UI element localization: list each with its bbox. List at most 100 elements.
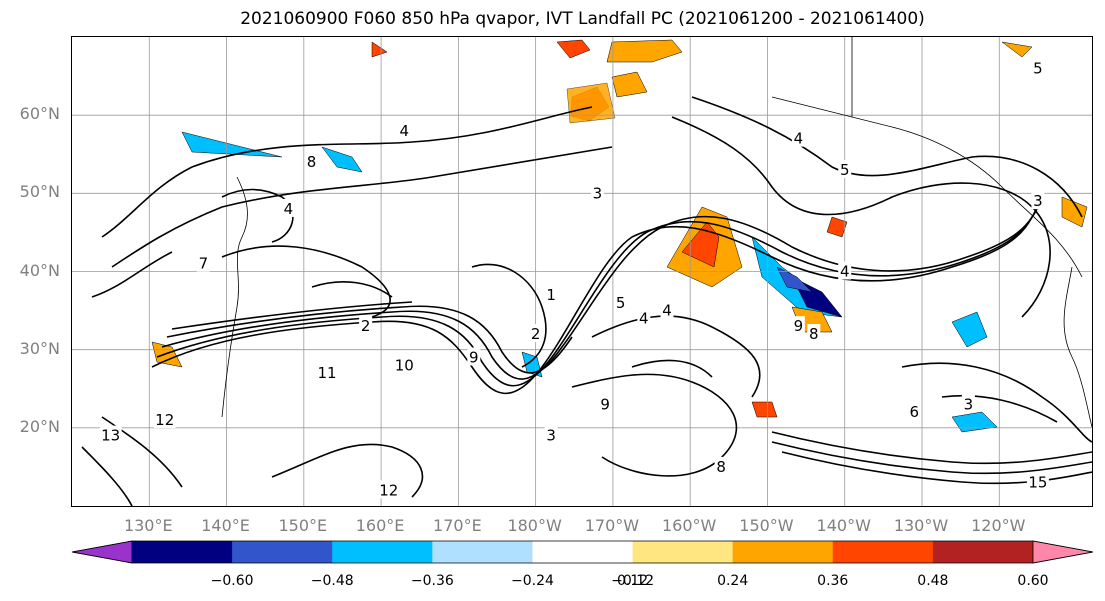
- contour-label: 15: [1028, 474, 1047, 492]
- colorbar-tick-label: 0.36: [817, 573, 849, 589]
- colorbar-tick-label: −0.12: [611, 573, 654, 589]
- contour-label: 9: [469, 348, 479, 366]
- contour-label: 1: [546, 286, 556, 304]
- colorbar-tick-label: 0.12: [616, 573, 649, 589]
- contour-label: 3: [1033, 192, 1043, 210]
- contour-label: 12: [379, 481, 398, 499]
- longitude-label: 150°W: [739, 516, 794, 535]
- contour-label: 5: [1033, 59, 1043, 77]
- contour-label-background: [397, 120, 411, 139]
- contour-label: 4: [399, 122, 409, 140]
- contour-label: 4: [840, 263, 850, 281]
- contour-label-background: [637, 308, 651, 327]
- colorbar-segment: [932, 541, 1034, 563]
- longitude-label: 130°W: [893, 516, 949, 535]
- colorbar-tick-label: 0.48: [917, 573, 949, 589]
- chart-title: 2021060900 F060 850 hPa qvapor, IVT Land…: [240, 9, 925, 29]
- contour-label-background: [807, 324, 821, 343]
- contour-label: 7: [199, 255, 209, 273]
- longitude-label: 130°E: [123, 516, 173, 535]
- longitude-label: 170°W: [584, 516, 640, 535]
- colorbar: [71, 540, 1094, 564]
- contour-label-background: [838, 159, 852, 178]
- contour-label: 8: [716, 458, 726, 476]
- contour-label-background: [196, 253, 210, 272]
- longitude-label: 180°W: [507, 516, 562, 535]
- contour-label-background: [791, 128, 805, 147]
- contour-label-background: [791, 316, 805, 335]
- contour-label-background: [961, 394, 975, 413]
- contour-label-background: [281, 198, 295, 217]
- contour-label-background: [316, 363, 338, 382]
- contour-label-background: [1026, 472, 1049, 491]
- latitude-label: 40°N: [19, 260, 60, 280]
- colorbar-segment: [732, 541, 834, 563]
- colorbar-segment: [432, 541, 533, 563]
- contour-layer: [81, 96, 1092, 506]
- contour-label-background: [544, 425, 558, 444]
- contour-label: 12: [155, 411, 174, 429]
- contour-label-background: [544, 284, 558, 303]
- colorbar-tick-label: −0.36: [410, 573, 454, 589]
- contour-label: 3: [546, 427, 556, 445]
- contour-label: 5: [840, 161, 850, 179]
- contour-label: 9: [600, 395, 610, 413]
- colorbar-outline: [71, 540, 1094, 564]
- contour-label: 5: [616, 294, 626, 312]
- contour-label: 2: [531, 325, 541, 343]
- contour-label-background: [838, 261, 852, 280]
- contour-label: 4: [639, 309, 649, 327]
- contour-label: 10: [395, 356, 414, 374]
- contour-label: 2: [361, 317, 371, 335]
- longitude-label: 140°W: [816, 516, 871, 535]
- contour-label-background: [99, 425, 122, 444]
- contour-label: 3: [593, 184, 603, 202]
- coastline-layer: [221, 37, 1092, 428]
- contour-label: 13: [101, 427, 120, 445]
- colorbar-segment: [532, 541, 634, 563]
- contour-label-background: [590, 183, 604, 202]
- colorbar-tick-label: 0.60: [1017, 573, 1049, 589]
- colorbar-tick-label: −0.24: [510, 573, 554, 589]
- longitude-label: 120°W: [971, 516, 1026, 535]
- contour-label-background: [529, 324, 543, 343]
- contour-label-background: [660, 300, 674, 319]
- contour-label-background: [359, 316, 373, 335]
- contour-label: 4: [284, 200, 294, 218]
- colorbar-segment: [232, 541, 333, 563]
- contour-label: 4: [794, 130, 804, 148]
- colorbar-segment: [132, 541, 233, 563]
- colorbar-segment: [632, 541, 734, 563]
- latitude-label: 20°N: [19, 416, 60, 436]
- colorbar-tick-label: −0.48: [310, 573, 354, 589]
- contour-label-background: [614, 292, 628, 311]
- contour-label: 4: [662, 302, 672, 320]
- contour-label: 8: [809, 325, 819, 343]
- contour-label-background: [714, 456, 728, 475]
- longitude-label: 150°E: [278, 516, 328, 535]
- latitude-label: 50°N: [19, 182, 60, 202]
- contour-label: 9: [794, 317, 804, 335]
- contour-label: 3: [964, 395, 974, 413]
- longitude-label: 140°E: [201, 516, 250, 535]
- colorbar-extend-min: [71, 540, 133, 564]
- contour-label-background: [377, 480, 400, 499]
- contour-label-background: [1031, 191, 1045, 210]
- colorbar-segment: [332, 541, 433, 563]
- contour-label-background: [467, 347, 481, 366]
- colorbar-extend-max: [1032, 540, 1094, 564]
- latitude-label: 60°N: [19, 104, 60, 124]
- colorbar-segment: [832, 541, 934, 563]
- contour-label-background: [305, 152, 319, 171]
- contour-label: 6: [909, 403, 919, 421]
- longitude-label: 160°E: [355, 516, 405, 535]
- longitude-label: 160°W: [661, 516, 717, 535]
- contour-label-background: [1031, 58, 1045, 77]
- contour-label-background: [153, 410, 176, 429]
- colorbar-tick-label: −0.60: [210, 573, 254, 589]
- shading-layer: [151, 39, 1088, 433]
- map-panel: 4 4 5 5 3 3 8 4 7 2 1 5 4 4 2 4 9 8 10 9 11 12 13 9 6 3 8 12 15 3: [71, 36, 1093, 507]
- longitude-label: 170°E: [433, 516, 482, 535]
